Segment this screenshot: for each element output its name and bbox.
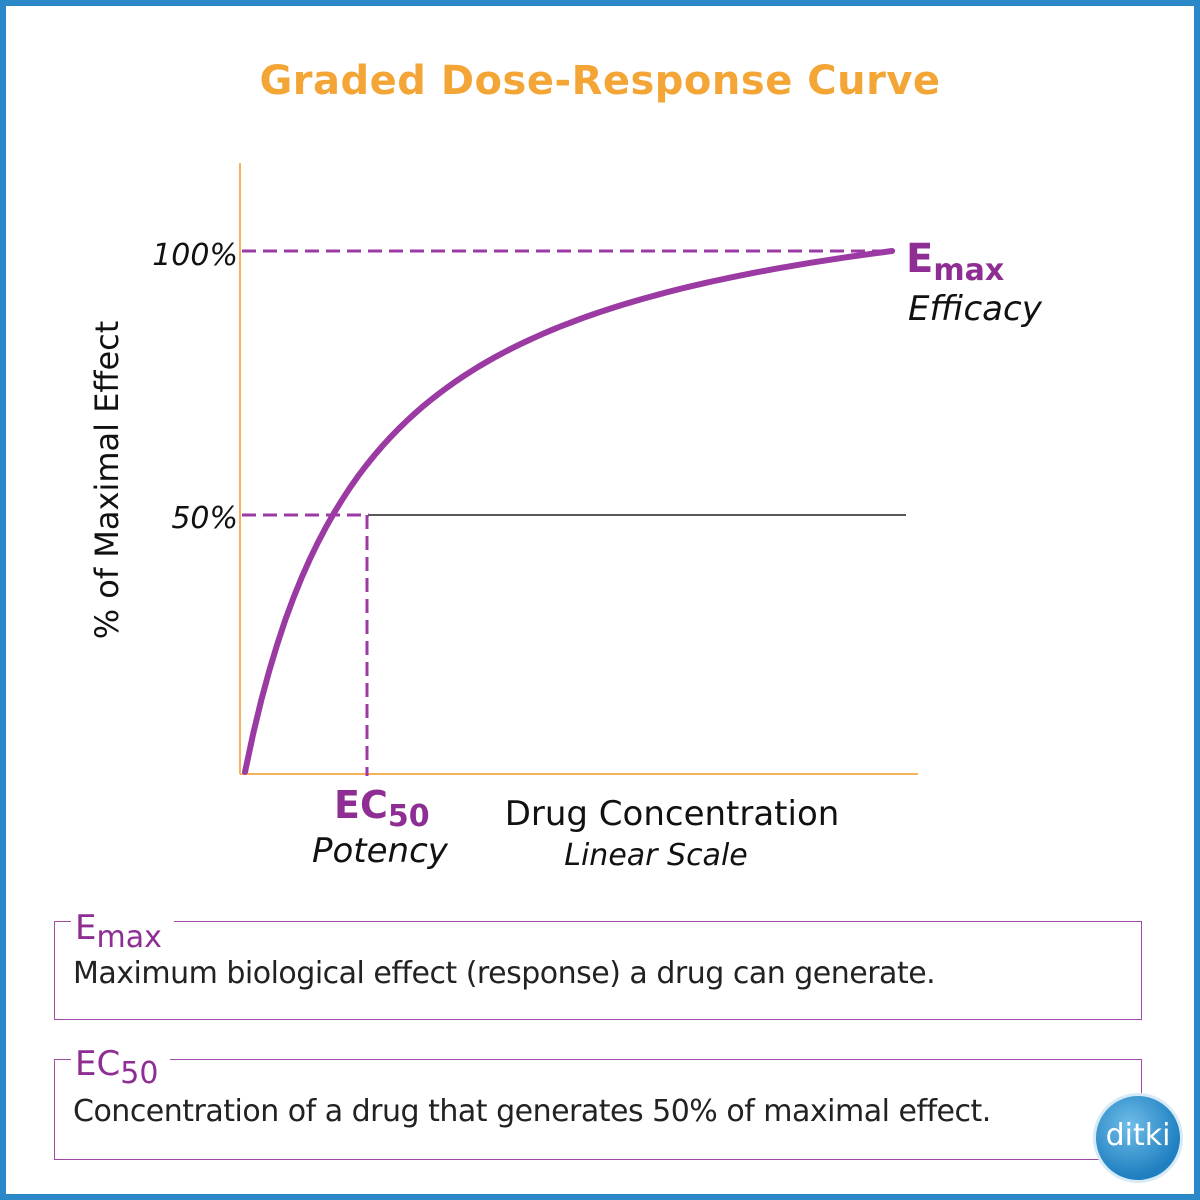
definition-term-emax: Emax [71,908,174,958]
y-axis-label: % of Maximal Effect [88,321,126,640]
ec50-label: EC50 [334,783,430,834]
y-tick-100: 100% [152,238,238,273]
emax-desc: Efficacy [908,289,1043,329]
definition-box-ec50: EC50 Concentration of a drug that genera… [54,1044,1142,1160]
definition-text-ec50: Concentration of a drug that generates 5… [73,1094,991,1129]
definition-term-ec50-main: EC [75,1044,121,1084]
ec50-desc: Potency [312,831,449,871]
ec50-label-main: EC [334,783,388,827]
emax-label-sub: max [933,253,1004,288]
dose-response-curve [242,248,895,775]
ditki-logo-text: ditki [1105,1118,1171,1153]
x-axis-sublabel: Linear Scale [564,838,748,873]
chart-title: Graded Dose-Response Curve [259,58,941,104]
x-axis-label: Drug Concentration [505,794,840,834]
definition-term-ec50: EC50 [71,1044,171,1094]
definition-term-ec50-sub: 50 [120,1056,159,1091]
definition-text-emax: Maximum biological effect (response) a d… [73,956,936,991]
definition-term-emax-main: E [75,908,97,948]
ditki-logo: ditki [1093,1093,1183,1183]
dose-response-chart: 100% 50% % of Maximal Effect Emax Effica… [88,163,1043,873]
definition-box-emax: Emax Maximum biological effect (response… [54,908,1142,1020]
emax-label: Emax [906,236,1004,288]
y-tick-50: 50% [171,501,238,536]
ec50-label-sub: 50 [388,799,430,834]
definition-term-emax-sub: max [96,920,162,955]
emax-label-main: E [906,236,933,282]
